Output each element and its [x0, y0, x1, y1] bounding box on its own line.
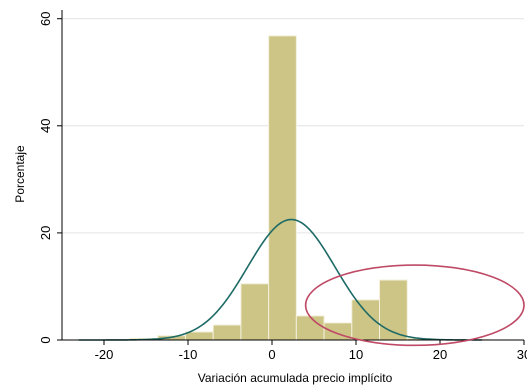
histogram-bar — [295, 315, 325, 341]
x-tick-label: 30 — [517, 347, 527, 362]
histogram-bar — [268, 35, 297, 341]
y-tick-label: 40 — [38, 119, 53, 133]
y-axis-title: Porcentaje — [13, 145, 27, 203]
x-tick-label: 20 — [433, 347, 447, 362]
highlight-ellipse — [304, 264, 525, 347]
histogram-bars — [101, 35, 491, 341]
histogram-bar — [212, 324, 242, 341]
y-tick-label: 20 — [38, 226, 53, 240]
axes — [61, 10, 524, 341]
histogram-bar — [184, 331, 214, 341]
tick-labels: 0 20 40 60 -20 -10 0 10 20 30 — [38, 11, 527, 362]
x-tick-label: -10 — [179, 347, 198, 362]
y-tick-label: 0 — [38, 336, 53, 343]
histogram-bar — [351, 299, 381, 341]
x-tick-label: -20 — [95, 347, 114, 362]
histogram-bar — [379, 279, 408, 341]
y-tick-label: 60 — [38, 11, 53, 25]
x-tick-label: 0 — [268, 347, 275, 362]
histogram-bar — [240, 283, 270, 341]
x-tick-label: 10 — [349, 347, 363, 362]
x-axis-title: Variación acumulada precio implícito — [198, 371, 393, 385]
